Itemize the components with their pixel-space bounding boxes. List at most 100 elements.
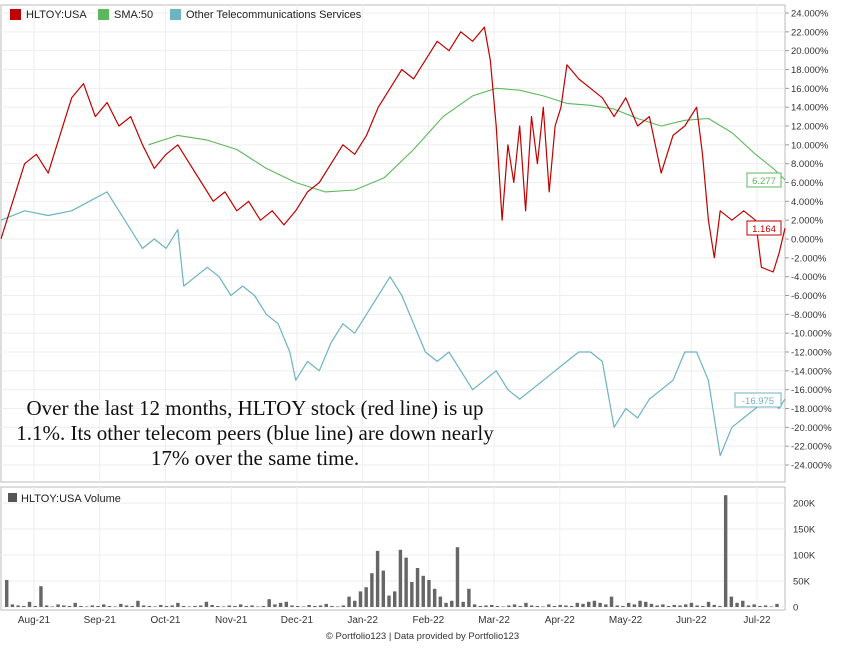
chart-callout-text: Over the last 12 months, HLTOY stock (re…: [16, 396, 494, 470]
volume-bar: [421, 575, 425, 607]
volume-bar: [39, 586, 43, 607]
volume-bar: [244, 605, 249, 607]
volume-bar: [318, 605, 323, 607]
volume-bar: [598, 602, 602, 607]
volume-bar: [461, 601, 465, 607]
x-tick-label: Jun-22: [676, 615, 707, 626]
volume-bar: [535, 605, 540, 607]
volume-tick-label: 50K: [793, 577, 811, 588]
date-x-axis: Aug-21 Sep-21 Oct-21 Nov-21 Dec-21 Jan-22 Feb-…: [18, 615, 771, 626]
volume-bar: [741, 600, 745, 607]
legend-label-hltoy: HLTOY:USA: [26, 9, 87, 21]
volume-bar: [689, 602, 694, 607]
volume-bar: [199, 605, 203, 607]
volume-bar: [233, 605, 237, 607]
legend-swatch-peers: [170, 9, 181, 20]
legend-swatch-sma: [98, 9, 109, 20]
volume-bar: [638, 600, 642, 607]
volume-bar: [398, 549, 403, 607]
volume-bar: [507, 605, 511, 607]
peers-end-label: -16.975: [742, 396, 774, 407]
volume-bar: [159, 604, 163, 607]
volume-bar: [478, 605, 483, 607]
volume-bar: [547, 604, 551, 607]
volume-bar: [147, 605, 152, 607]
volume-bar: [364, 587, 368, 607]
volume-bar: [187, 606, 192, 607]
volume-bar: [455, 547, 460, 607]
volume-bar: [141, 605, 146, 607]
y-tick-label: 22.000%: [791, 27, 829, 38]
legend-label-sma: SMA:50: [114, 9, 153, 21]
volume-bar: [193, 605, 197, 607]
x-tick-label: Jan-22: [347, 615, 378, 626]
volume-bar: [712, 604, 716, 607]
volume-bar: [718, 605, 722, 607]
volume-bar: [90, 605, 95, 607]
volume-bar: [564, 605, 568, 607]
volume-bar: [16, 605, 20, 607]
volume-bars: [5, 495, 779, 607]
volume-bar: [221, 606, 226, 607]
legend-swatch-hltoy: [10, 9, 21, 20]
y-tick-label: -20.000%: [791, 423, 832, 434]
x-tick-label: Feb-22: [413, 615, 445, 626]
volume-bar: [758, 605, 762, 607]
volume-bar: [575, 602, 580, 607]
volume-bar: [22, 605, 26, 607]
peers-end-label-box: [734, 392, 782, 408]
volume-tick-label: 0: [793, 603, 798, 614]
volume-bar: [73, 602, 77, 607]
series-line-1: [148, 87, 786, 193]
y-tick-label: -2.000%: [791, 253, 827, 264]
volume-bar: [701, 605, 705, 607]
x-tick-label: May-22: [609, 615, 643, 626]
volume-bar: [632, 604, 637, 607]
grid-lines: [1, 5, 785, 610]
volume-bar: [644, 601, 648, 607]
volume-bar: [672, 604, 677, 607]
volume-bar: [153, 606, 157, 607]
series-line-0: [0, 26, 786, 273]
volume-tick-label: 200K: [793, 499, 816, 510]
volume-bar: [210, 604, 214, 607]
sma-end-label-box: [746, 172, 782, 188]
volume-bar: [56, 604, 60, 607]
volume-bar: [250, 605, 254, 607]
volume-plot-frame: [0, 486, 786, 611]
volume-bar: [170, 605, 174, 607]
x-tick-label: Dec-21: [281, 615, 314, 626]
volume-bar: [490, 604, 494, 607]
y-tick-label: -6.000%: [791, 291, 827, 302]
volume-bar: [752, 604, 756, 607]
volume-bar: [96, 605, 100, 607]
volume-bar: [204, 601, 209, 607]
legend-label-volume: HLTOY:USA Volume: [21, 493, 121, 505]
volume-bar: [626, 602, 631, 607]
volume-bar: [284, 601, 289, 607]
volume-bar: [775, 603, 779, 607]
volume-bar: [529, 605, 534, 607]
volume-bar: [444, 602, 448, 607]
volume-bar: [393, 591, 397, 607]
y-tick-label: -10.000%: [791, 329, 832, 340]
volume-bar: [512, 604, 517, 607]
volume-bar: [278, 602, 283, 607]
volume-bar: [678, 605, 682, 607]
volume-bar: [432, 588, 437, 607]
volume-bar: [695, 605, 699, 607]
y-tick-label: 20.000%: [791, 46, 829, 57]
volume-bar: [358, 591, 363, 607]
volume-bar: [261, 605, 266, 607]
x-tick-label: Sep-21: [84, 615, 117, 626]
volume-bar: [341, 605, 346, 607]
y-tick-label: -16.000%: [791, 385, 832, 396]
footer-credit: © Portfolio123 | Data provided by Portfo…: [325, 631, 520, 642]
volume-bar: [102, 604, 106, 607]
volume-bar: [569, 605, 574, 607]
volume-bar: [427, 579, 431, 607]
volume-bar: [410, 582, 414, 607]
volume-bar: [706, 601, 711, 607]
volume-bar: [124, 605, 129, 607]
volume-bar: [484, 605, 488, 607]
